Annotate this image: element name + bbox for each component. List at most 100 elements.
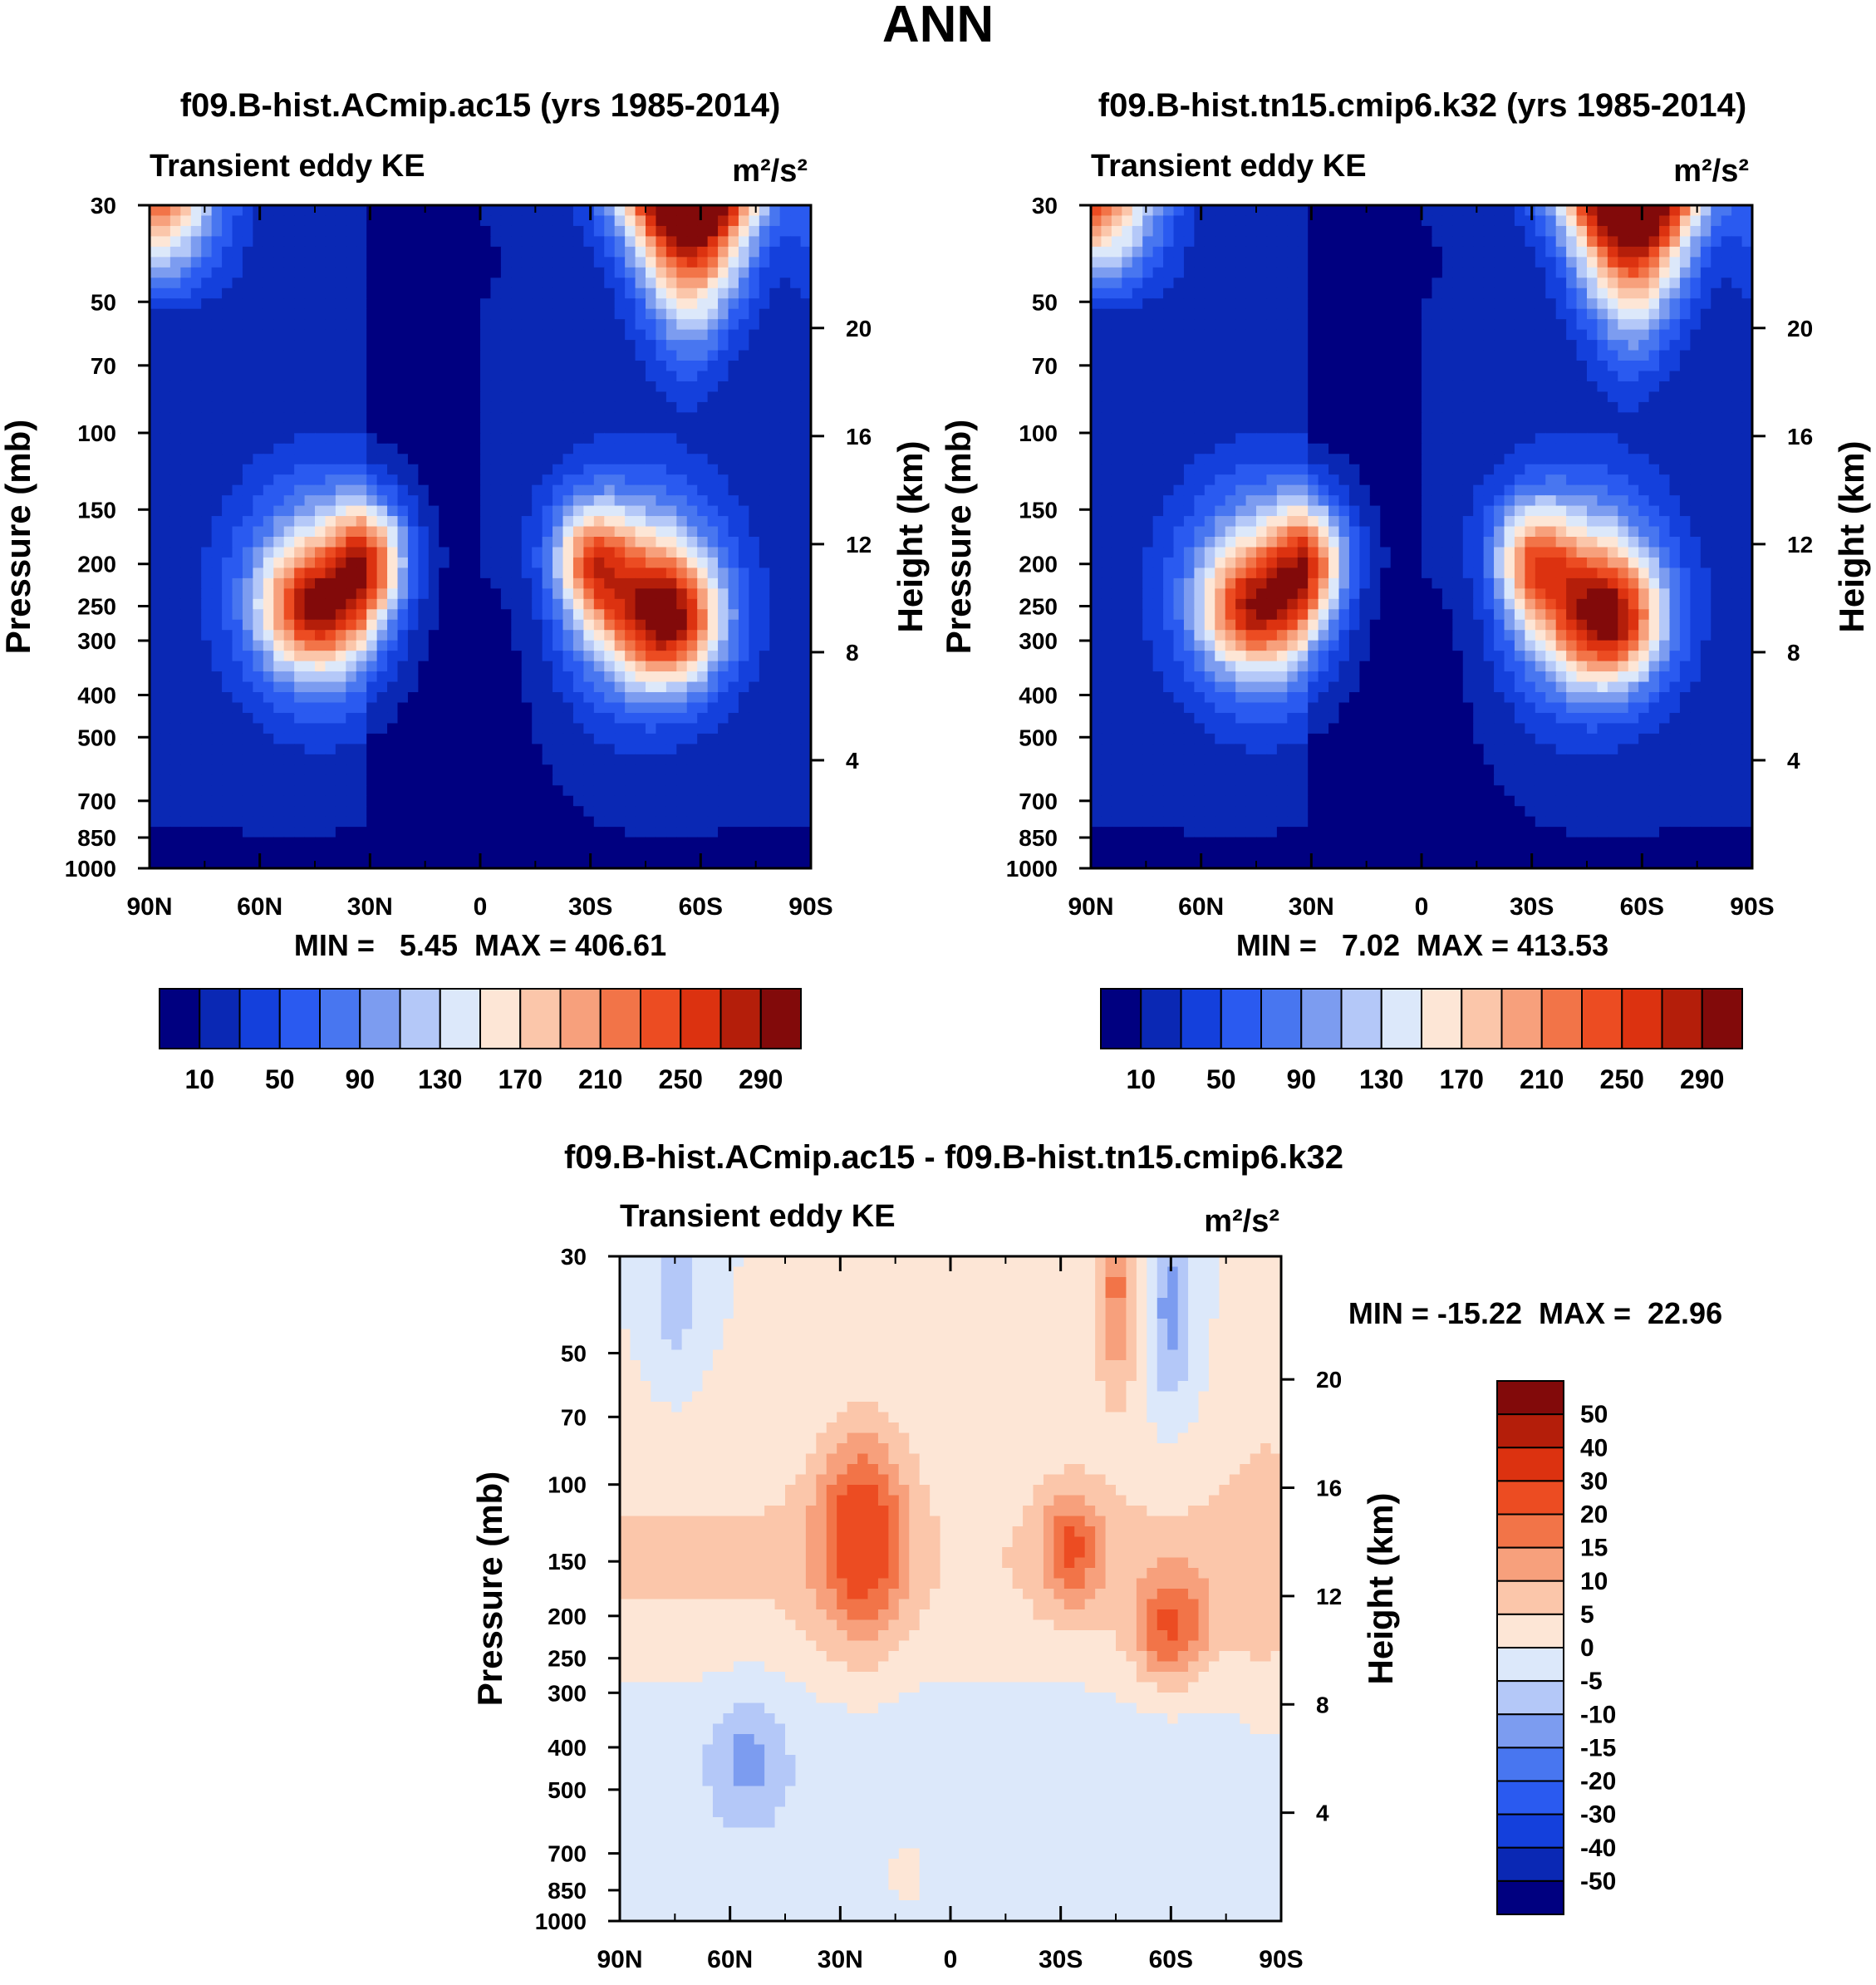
field-cell	[470, 412, 481, 423]
field-cell	[377, 527, 388, 538]
field-cell	[1494, 278, 1505, 288]
field-cell	[170, 340, 181, 351]
field-cell	[1515, 247, 1525, 258]
field-cell	[625, 371, 636, 382]
field-cell	[418, 361, 429, 371]
field-cell	[429, 620, 440, 631]
field-cell	[1101, 319, 1112, 330]
field-cell	[708, 268, 719, 278]
field-cell	[480, 268, 491, 278]
field-cell	[366, 838, 377, 848]
field-cell	[718, 485, 729, 496]
field-cell	[1463, 319, 1474, 330]
field-cell	[656, 817, 666, 828]
field-cell	[1422, 236, 1432, 247]
field-cell	[501, 226, 512, 237]
field-cell	[191, 516, 202, 527]
field-cell	[749, 381, 759, 392]
field-cell	[1163, 288, 1174, 299]
field-cell	[522, 558, 533, 568]
field-cell	[687, 474, 698, 485]
field-cell	[532, 474, 543, 485]
field-cell	[1194, 257, 1205, 268]
field-cell	[739, 215, 749, 226]
field-cell	[594, 412, 605, 423]
field-cell	[1680, 257, 1691, 268]
field-cell	[346, 754, 356, 765]
field-cell	[1484, 288, 1495, 299]
field-cell	[377, 485, 388, 496]
field-cell	[1670, 236, 1681, 247]
field-cell	[253, 402, 263, 413]
field-cell	[573, 838, 584, 848]
field-cell	[408, 838, 419, 848]
field-cell	[315, 723, 326, 734]
field-cell	[511, 268, 522, 278]
field-cell	[543, 599, 553, 610]
field-cell	[243, 516, 253, 527]
field-cell	[759, 817, 770, 828]
field-cell	[676, 381, 687, 392]
field-cell	[346, 464, 356, 475]
field-cell	[459, 361, 470, 371]
field-cell	[583, 754, 594, 765]
field-cell	[459, 599, 470, 610]
field-cell	[594, 785, 605, 796]
field-cell	[408, 599, 419, 610]
field-cell	[1308, 278, 1319, 288]
field-cell	[459, 340, 470, 351]
field-cell	[511, 537, 522, 548]
field-cell	[718, 723, 729, 734]
field-cell	[1225, 298, 1236, 309]
field-cell	[284, 630, 295, 641]
field-cell	[429, 309, 440, 320]
field-cell	[708, 257, 719, 268]
field-cell	[408, 744, 419, 754]
field-cell	[449, 692, 460, 703]
field-cell	[439, 599, 449, 610]
field-cell	[636, 278, 646, 288]
field-cell	[263, 599, 274, 610]
field-cell	[325, 723, 336, 734]
field-cell	[522, 288, 533, 299]
field-cell	[687, 433, 698, 444]
field-cell	[708, 599, 719, 610]
field-cell	[1401, 268, 1412, 278]
field-cell	[666, 340, 677, 351]
field-cell	[687, 744, 698, 754]
field-cell	[439, 506, 449, 517]
field-cell	[480, 205, 491, 216]
field-cell	[366, 444, 377, 454]
field-cell	[1163, 226, 1174, 237]
field-cell	[233, 444, 243, 454]
field-cell	[573, 278, 584, 288]
field-cell	[780, 578, 791, 589]
field-cell	[666, 444, 677, 454]
field-cell	[769, 298, 780, 309]
field-cell	[615, 215, 626, 226]
field-cell	[729, 764, 739, 775]
field-cell	[636, 340, 646, 351]
field-cell	[253, 692, 263, 703]
field-cell	[687, 257, 698, 268]
field-cell	[336, 713, 346, 724]
field-cell	[160, 827, 170, 838]
field-cell	[543, 215, 553, 226]
field-cell	[1132, 319, 1143, 330]
field-cell	[656, 609, 666, 620]
field-cell	[718, 215, 729, 226]
field-cell	[377, 391, 388, 402]
field-cell	[552, 412, 563, 423]
field-cell	[201, 485, 212, 496]
field-cell	[646, 713, 656, 724]
field-cell	[759, 444, 770, 454]
field-cell	[511, 215, 522, 226]
field-cell	[1184, 309, 1195, 320]
field-cell	[294, 599, 305, 610]
field-cell	[646, 454, 656, 464]
field-cell	[408, 620, 419, 631]
field-cell	[253, 454, 263, 464]
field-cell	[1328, 257, 1339, 268]
field-cell	[1359, 268, 1370, 278]
field-cell	[759, 205, 770, 216]
